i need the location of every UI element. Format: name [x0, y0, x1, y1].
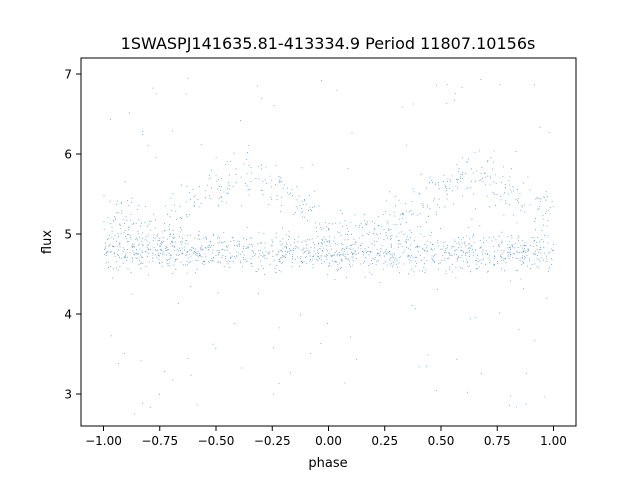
- x-tick-label: 0.50: [428, 434, 455, 448]
- x-tick-label: −1.00: [85, 434, 122, 448]
- y-axis-label: flux: [40, 230, 55, 254]
- x-tick-label: −0.50: [198, 434, 235, 448]
- x-tick-label: −0.75: [141, 434, 178, 448]
- x-tick-label: 1.00: [540, 434, 567, 448]
- y-tick-label: 7: [64, 68, 72, 82]
- x-axis-ticks: −1.00 −0.75 −0.50 −0.25 0.00 0.25 0.50 0.75 1.00: [85, 426, 567, 448]
- y-tick-label: 6: [64, 148, 72, 162]
- y-tick-label: 4: [64, 308, 72, 322]
- x-tick-label: 0.25: [371, 434, 398, 448]
- chart-title: 1SWASPJ141635.81-413334.9 Period 11807.1…: [121, 34, 536, 53]
- y-axis-ticks: 3 4 5 6 7: [64, 68, 81, 402]
- x-tick-label: 0.00: [315, 434, 342, 448]
- x-tick-label: −0.25: [254, 434, 291, 448]
- x-axis-label: phase: [308, 456, 347, 471]
- y-tick-label: 5: [64, 228, 72, 242]
- x-tick-label: 0.75: [484, 434, 511, 448]
- y-tick-label: 3: [64, 388, 72, 402]
